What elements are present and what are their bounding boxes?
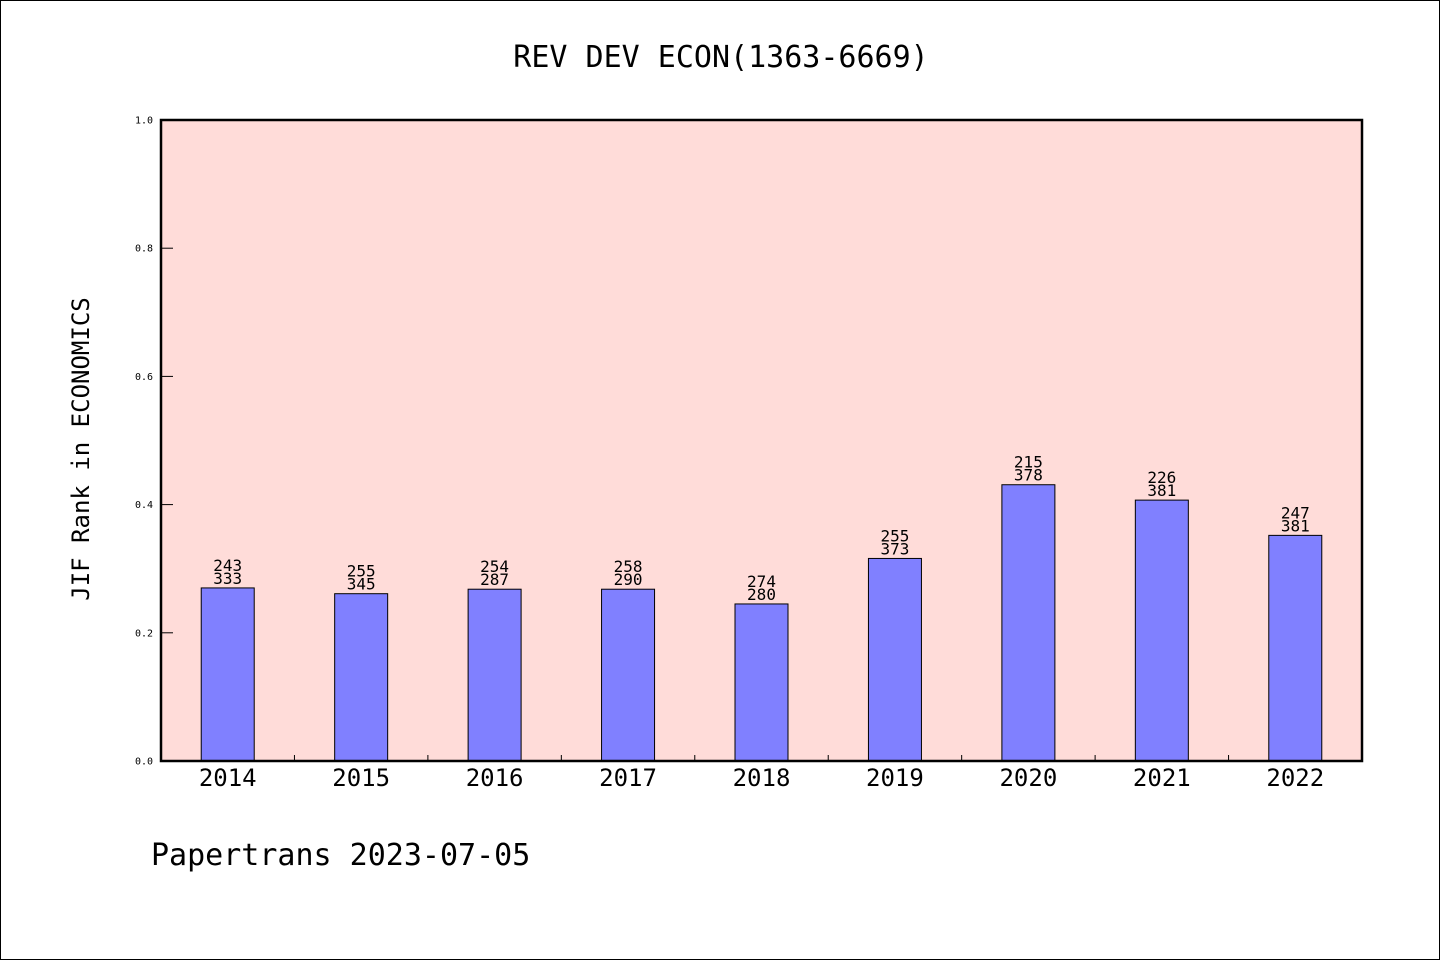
y-tick-label: 0.4 (135, 500, 153, 511)
y-tick-label: 0.0 (135, 757, 153, 768)
data-label-rank: 258 (614, 557, 643, 576)
data-label-total: 290 (614, 570, 643, 589)
footer-credit: Papertrans 2023-07-05 (151, 838, 530, 873)
data-label-total: 345 (347, 575, 376, 594)
x-tick-label: 2019 (866, 764, 924, 792)
data-label-rank: 255 (347, 562, 376, 581)
data-label-rank: 243 (213, 556, 242, 575)
bar-2014 (200, 587, 255, 762)
data-label-rank: 255 (880, 526, 909, 545)
x-tick-label: 2014 (199, 764, 257, 792)
data-label-total: 280 (747, 585, 776, 604)
data-label-total: 381 (1147, 481, 1176, 500)
data-label-rank: 254 (480, 557, 509, 576)
x-tick-label: 2015 (332, 764, 390, 792)
y-tick-label: 0.6 (135, 372, 153, 383)
data-label-total: 381 (1281, 516, 1310, 535)
bar-2016 (467, 588, 522, 762)
plot-frame (159, 118, 1364, 763)
x-tick-label: 2021 (1133, 764, 1191, 792)
x-tick-label: 2016 (466, 764, 524, 792)
data-label-total: 333 (213, 569, 242, 588)
y-tick-label: 0.2 (135, 628, 153, 639)
bar-2017 (601, 588, 656, 762)
y-axis-label: JIF Rank in ECONOMICS (67, 297, 95, 600)
x-tick-label: 2020 (999, 764, 1057, 792)
data-label-total: 287 (480, 570, 509, 589)
y-tick-label: 1.0 (135, 116, 153, 127)
bar-2021 (1134, 499, 1189, 762)
data-label-rank: 247 (1281, 503, 1310, 522)
bar-2019 (867, 557, 922, 762)
data-label-total: 373 (880, 539, 909, 558)
bar-2022 (1268, 534, 1323, 762)
y-tick-label: 0.8 (135, 244, 153, 255)
x-tick-label: 2018 (733, 764, 791, 792)
chart-title: REV DEV ECON(1363-6669) (513, 40, 928, 75)
data-label-rank: 226 (1147, 468, 1176, 487)
bar-2020 (1001, 484, 1056, 762)
x-tick-label: 2017 (599, 764, 657, 792)
x-tick-label: 2022 (1266, 764, 1324, 792)
data-label-rank: 274 (747, 572, 776, 591)
data-label-rank: 215 (1014, 453, 1043, 472)
bar-2015 (334, 593, 389, 762)
data-label-total: 378 (1014, 466, 1043, 485)
bar-2018 (734, 603, 789, 762)
